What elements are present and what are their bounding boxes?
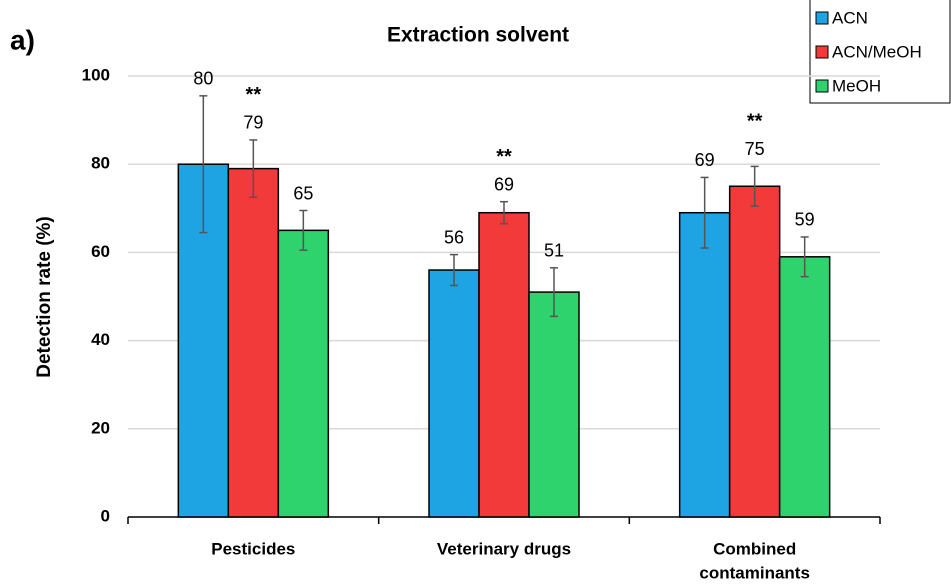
panel-label: a) (10, 24, 35, 55)
legend-label: MeOH (832, 76, 881, 95)
legend-swatch (815, 79, 829, 93)
y-tick-label: 100 (82, 65, 110, 84)
y-tick-label: 60 (91, 242, 110, 261)
significance-label: ** (496, 146, 512, 168)
bar (528, 291, 580, 518)
y-tick-label: 0 (101, 506, 110, 525)
legend-swatch (815, 11, 829, 25)
value-label: 69 (695, 150, 715, 170)
x-tick-label: Combined (713, 539, 796, 558)
value-label: 51 (544, 241, 564, 261)
y-tick-label: 20 (91, 418, 110, 437)
y-axis-label: Detection rate (%) (34, 216, 55, 378)
value-label: 79 (243, 113, 263, 133)
legend-label: ACN (832, 8, 868, 27)
value-label: 59 (795, 210, 815, 230)
significance-label: ** (747, 111, 763, 133)
bar (428, 269, 480, 518)
bar (478, 211, 530, 518)
value-label: 56 (444, 227, 464, 247)
value-label: 65 (293, 183, 313, 203)
x-tick-label: Veterinary drugs (437, 539, 571, 558)
bar (277, 229, 330, 518)
legend-box (809, 0, 951, 104)
bar (728, 185, 781, 518)
legend-label: ACN/MeOH (832, 42, 922, 61)
bar (227, 167, 280, 518)
legend-swatch (815, 45, 829, 59)
x-tick-label: contaminants (699, 563, 810, 582)
bar (678, 211, 731, 518)
value-label: 69 (494, 174, 514, 194)
bar (778, 256, 831, 518)
y-tick-label: 80 (91, 154, 110, 173)
value-label: 75 (745, 139, 765, 159)
y-tick-label: 40 (91, 330, 110, 349)
chart-title: Extraction solvent (387, 24, 569, 47)
significance-label: ** (246, 84, 262, 106)
x-tick-label: Pesticides (211, 539, 295, 558)
value-label: 80 (193, 69, 213, 89)
